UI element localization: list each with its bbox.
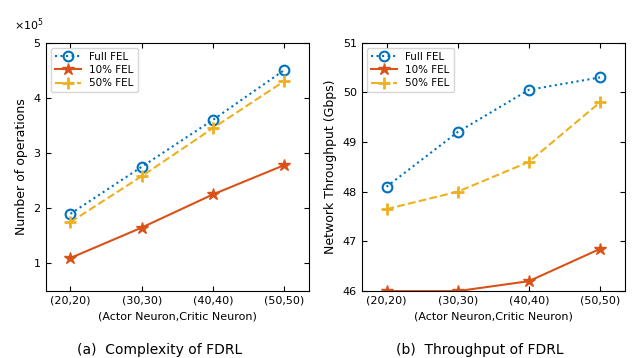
10% FEL — [138, 226, 145, 230]
10% FEL — [454, 289, 461, 293]
50% FEL — [525, 160, 532, 164]
Full FEL — [596, 75, 604, 79]
Line: Full FEL: Full FEL — [381, 73, 605, 192]
Line: 50% FEL: 50% FEL — [381, 97, 605, 215]
Full FEL — [280, 68, 288, 72]
Line: Full FEL: Full FEL — [65, 66, 289, 219]
Full FEL — [454, 130, 461, 134]
Full FEL — [138, 165, 145, 169]
50% FEL — [209, 126, 217, 130]
50% FEL — [596, 100, 604, 105]
50% FEL — [280, 79, 288, 83]
10% FEL — [280, 163, 288, 167]
10% FEL — [596, 247, 604, 251]
Y-axis label: Network Throughput (Gbps): Network Throughput (Gbps) — [324, 79, 337, 254]
Full FEL — [67, 212, 74, 216]
10% FEL — [209, 192, 217, 197]
X-axis label: (Actor Neuron,Critic Neuron): (Actor Neuron,Critic Neuron) — [414, 311, 573, 321]
Full FEL — [209, 118, 217, 122]
50% FEL — [383, 207, 390, 211]
Text: (a)  Complexity of FDRL: (a) Complexity of FDRL — [77, 343, 243, 357]
Line: 10% FEL: 10% FEL — [64, 159, 291, 264]
Legend: Full FEL, 10% FEL, 50% FEL: Full FEL, 10% FEL, 50% FEL — [367, 48, 454, 92]
Full FEL — [383, 185, 390, 189]
Line: 50% FEL: 50% FEL — [65, 76, 289, 228]
10% FEL — [525, 279, 532, 283]
50% FEL — [67, 220, 74, 224]
Full FEL — [525, 88, 532, 92]
50% FEL — [454, 190, 461, 194]
Line: 10% FEL: 10% FEL — [380, 243, 606, 297]
50% FEL — [138, 174, 145, 178]
Text: (b)  Throughput of FDRL: (b) Throughput of FDRL — [396, 343, 564, 357]
10% FEL — [67, 256, 74, 260]
X-axis label: (Actor Neuron,Critic Neuron): (Actor Neuron,Critic Neuron) — [98, 311, 257, 321]
10% FEL — [383, 289, 390, 293]
Legend: Full FEL, 10% FEL, 50% FEL: Full FEL, 10% FEL, 50% FEL — [51, 48, 138, 92]
Y-axis label: Number of operations: Number of operations — [15, 98, 28, 235]
Text: $\times 10^5$: $\times 10^5$ — [14, 16, 44, 33]
